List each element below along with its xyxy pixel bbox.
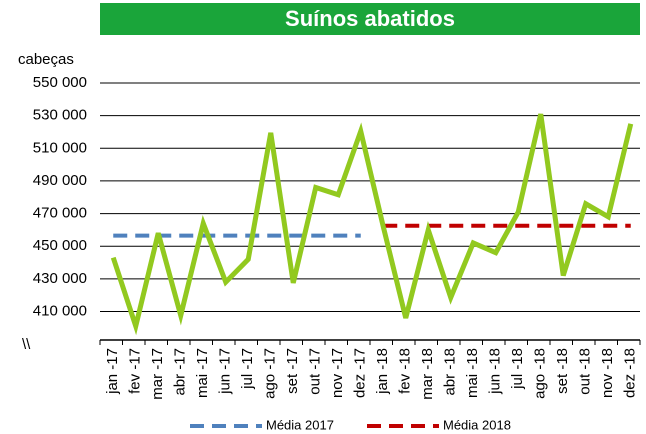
x-tick-label: mai -17 xyxy=(194,348,211,398)
x-tick-label: out -18 xyxy=(577,348,594,395)
x-tick-label: dez -18 xyxy=(622,348,639,398)
y-tick-label: 450 000 xyxy=(33,237,87,254)
y-tick-label: 430 000 xyxy=(33,270,87,287)
title-banner xyxy=(100,3,640,35)
x-tick-label: nov -18 xyxy=(599,348,616,398)
x-tick-label: mar -18 xyxy=(419,348,436,400)
y-tick-label: 410 000 xyxy=(33,302,87,319)
axis-break: \\ xyxy=(22,336,31,353)
x-tick-label: jan -18 xyxy=(374,348,391,395)
x-tick-label: jul -17 xyxy=(239,348,256,390)
y-axis-label: cabeças xyxy=(18,51,74,68)
x-tick-label: abr -17 xyxy=(172,348,189,396)
x-tick-label: fev -18 xyxy=(397,348,414,394)
x-tick-label: ago -18 xyxy=(532,348,549,399)
legend-label: Média 2017 xyxy=(266,417,334,432)
y-tick-label: 550 000 xyxy=(33,74,87,91)
x-tick-label: set -18 xyxy=(554,348,571,394)
chart-title: Suínos abatidos xyxy=(285,6,455,31)
x-tick-label: set -17 xyxy=(284,348,301,394)
x-tick-label: mar -17 xyxy=(149,348,166,400)
y-tick-label: 510 000 xyxy=(33,139,87,156)
x-tick-label: jul -18 xyxy=(509,348,526,390)
x-tick-label: mai -18 xyxy=(464,348,481,398)
x-tick-label: jun -17 xyxy=(217,348,234,395)
legend-label: Média 2018 xyxy=(443,417,511,432)
y-tick-label: 490 000 xyxy=(33,172,87,189)
x-tick-label: abr -18 xyxy=(442,348,459,396)
y-tick-label: 530 000 xyxy=(33,107,87,124)
x-tick-label: out -17 xyxy=(307,348,324,395)
x-tick-label: dez -17 xyxy=(352,348,369,398)
data-line xyxy=(110,113,634,336)
x-tick-label: nov -17 xyxy=(329,348,346,398)
x-tick-label: fev -17 xyxy=(127,348,144,394)
x-tick-label: jun -18 xyxy=(487,348,504,395)
y-tick-label: 470 000 xyxy=(33,205,87,222)
x-tick-label: jan -17 xyxy=(104,348,121,395)
x-tick-label: ago -17 xyxy=(262,348,279,399)
